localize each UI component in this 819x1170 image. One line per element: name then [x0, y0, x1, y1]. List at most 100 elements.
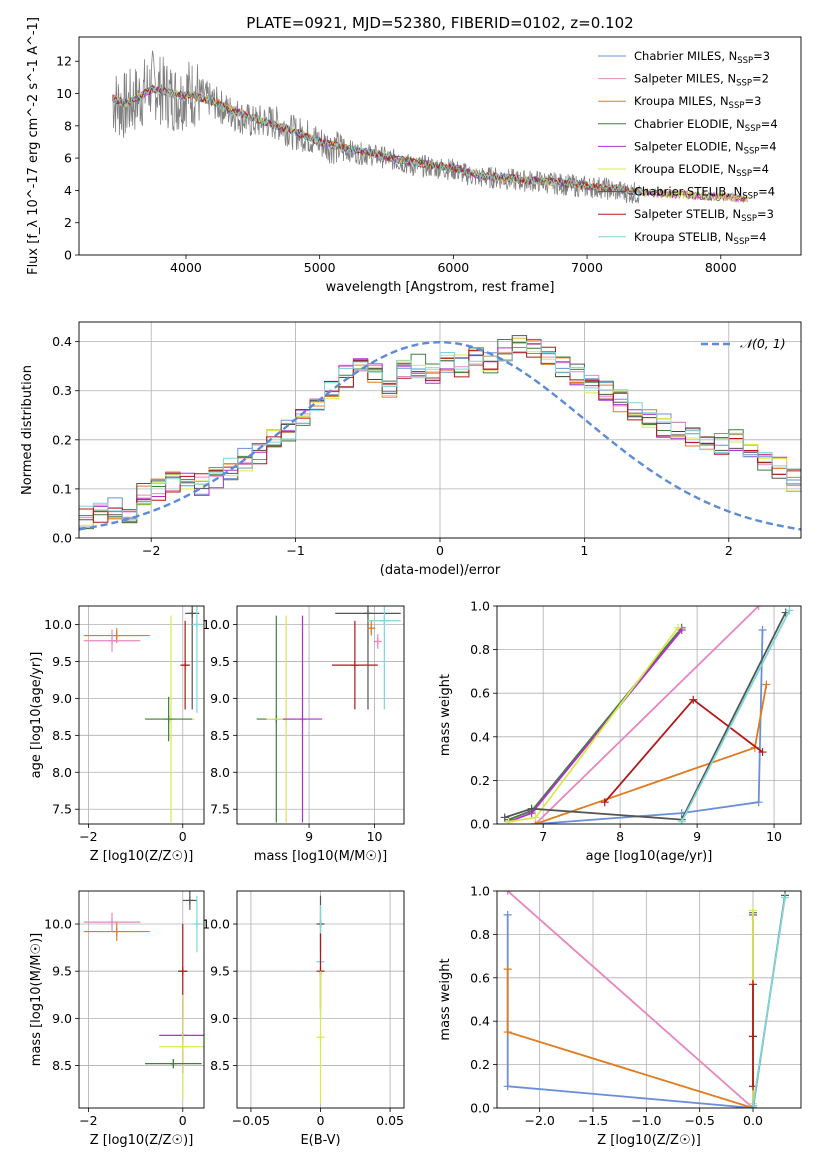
y-tick-label: 8.5 — [52, 728, 72, 743]
x-tick-label: 0 — [179, 829, 187, 844]
y-tick-label: 9.0 — [52, 691, 72, 706]
y-tick-label: 1.0 — [470, 599, 490, 614]
axes-frame — [496, 605, 802, 825]
mass-weight-series-line — [604, 698, 764, 803]
y-tick-label: 0.4 — [52, 334, 72, 349]
mass-weight-marker — [762, 680, 771, 689]
residual-histogram-line — [79, 341, 801, 520]
data-point-marker — [316, 1033, 325, 1042]
x-tick-label: 2 — [725, 543, 733, 558]
y-tick-label: 7.5 — [210, 802, 230, 817]
y-tick-label: 9.5 — [210, 654, 230, 669]
x-tick-label: −2 — [79, 1113, 97, 1128]
legend-sub: SSP — [736, 79, 752, 89]
legend-value: =3 — [753, 49, 770, 63]
y-tick-label: 6 — [64, 151, 72, 166]
y-tick-label: 10 — [56, 86, 72, 101]
y-tick-label: 8.0 — [52, 765, 72, 780]
mass-weight-marker — [531, 813, 540, 822]
data-point-marker — [298, 715, 307, 724]
mass-weight-series-line — [680, 609, 791, 823]
mass-weight-marker — [600, 798, 609, 807]
x-tick-label: 6000 — [437, 260, 469, 275]
legend-label: 𝒩(0, 1) — [740, 336, 786, 351]
mass-weight-marker — [503, 891, 512, 895]
legend-name: Chabrier MILES, N — [634, 49, 737, 63]
legend-value: =4 — [760, 139, 777, 153]
legend-sub: SSP — [737, 56, 753, 66]
age_vs_mass-points — [256, 606, 401, 823]
x-tick-label: −2 — [142, 543, 160, 558]
axes-frame — [78, 890, 205, 1109]
y-tick-label: 0.3 — [52, 383, 72, 398]
mass-weight-marker — [689, 695, 698, 704]
x-axis-label: Z [log10(Z/Z☉)] — [90, 1133, 194, 1148]
y-tick-label: 8 — [64, 118, 72, 133]
x-tick-label: −0.5 — [684, 1113, 714, 1128]
legend-value: =3 — [744, 94, 761, 108]
weight_vs_age-axes: 7 8 9 10 0.0 0.2 0.4 0.6 0.8 1.0 age [log10(age/yr… — [438, 599, 801, 864]
y-tick-label: 0.0 — [470, 1101, 490, 1116]
data-point-marker — [363, 609, 372, 618]
legend-sub: SSP — [734, 237, 750, 247]
legend-name: Chabrier ELODIE, N — [634, 117, 745, 131]
legend-value: =4 — [761, 117, 778, 131]
mass-weight-marker — [749, 980, 757, 989]
x-tick-label: 10 — [367, 829, 383, 844]
mass-weight-marker — [673, 623, 682, 632]
age_vs_Z-points — [83, 606, 202, 823]
y-tick-label: 0.6 — [470, 686, 490, 701]
spectrum-plot — [111, 50, 748, 204]
legend-label: Salpeter STELIB, NSSP=3 — [634, 207, 774, 224]
normal-distribution-curve — [79, 340, 801, 531]
axes-frame — [496, 890, 802, 1109]
data-point-marker — [108, 918, 117, 927]
mass-weight-marker — [754, 606, 763, 610]
residuals-axes: −2 −1 0 1 2 0.0 0.1 0.2 0.3 0.4 (data-model)/error… — [20, 322, 801, 578]
mass-weight-marker — [504, 817, 513, 824]
y-tick-label: 4 — [64, 183, 72, 198]
mass-weight-marker — [749, 1101, 757, 1108]
age_vs_Z-axes: −2 0 7.5 8.0 8.5 9.0 9.5 10.0 Z [log10(Z/Z☉)] age… — [29, 606, 204, 864]
y-tick-label: 7.5 — [52, 802, 72, 817]
axes-frame — [236, 890, 405, 1109]
x-tick-label: 5000 — [304, 260, 336, 275]
data-point-marker — [164, 715, 173, 724]
x-axis-label: Z [log10(Z/Z☉)] — [90, 849, 194, 864]
residual-histogram-line — [79, 346, 801, 523]
x-tick-label: −2.0 — [524, 1113, 554, 1128]
axes-frame — [236, 605, 405, 825]
axes-frame — [78, 321, 802, 539]
mass_vs_Z-points — [83, 891, 204, 1099]
y-tick-label: 9.5 — [210, 964, 230, 979]
legend-name: Kroupa ELODIE, N — [634, 162, 736, 176]
mass-weight-series-line — [504, 612, 787, 821]
x-axis-label: wavelength [Angstrom, rest frame] — [326, 280, 555, 295]
legend-value: =4 — [749, 230, 766, 244]
legend-name: Salpeter MILES, N — [634, 72, 736, 86]
mass-weight-series-line — [535, 684, 768, 824]
y-tick-label: 0.2 — [470, 1057, 490, 1072]
legend-sub: SSP — [729, 101, 745, 111]
y-tick-label: 10.0 — [44, 917, 72, 932]
data-point-marker — [112, 927, 121, 936]
data-point-marker — [373, 637, 382, 646]
legend-name: Salpeter STELIB, N — [634, 207, 741, 221]
residual-histogram-line — [79, 337, 801, 517]
y-tick-label: 0.1 — [52, 481, 72, 496]
legend-name: Kroupa MILES, N — [634, 94, 729, 108]
data-point-marker — [380, 616, 389, 625]
legend-name: Chabrier STELIB, N — [634, 185, 742, 199]
legend-label: Chabrier STELIB, NSSP=4 — [634, 185, 775, 202]
weight_vs_age-lines — [500, 606, 794, 824]
mass-weight-series-line — [506, 969, 754, 1108]
y-axis-label: mass weight — [438, 674, 453, 756]
legend-label: Kroupa MILES, NSSP=3 — [634, 94, 761, 111]
axes-frame — [78, 605, 205, 825]
y-tick-label: 9.0 — [210, 691, 230, 706]
mass-weight-series-line — [508, 627, 679, 823]
x-axis-label: mass [log10(M/M☉)] — [254, 849, 387, 864]
x-tick-label: 0.05 — [376, 1113, 404, 1128]
legend-sub: SSP — [745, 124, 761, 134]
